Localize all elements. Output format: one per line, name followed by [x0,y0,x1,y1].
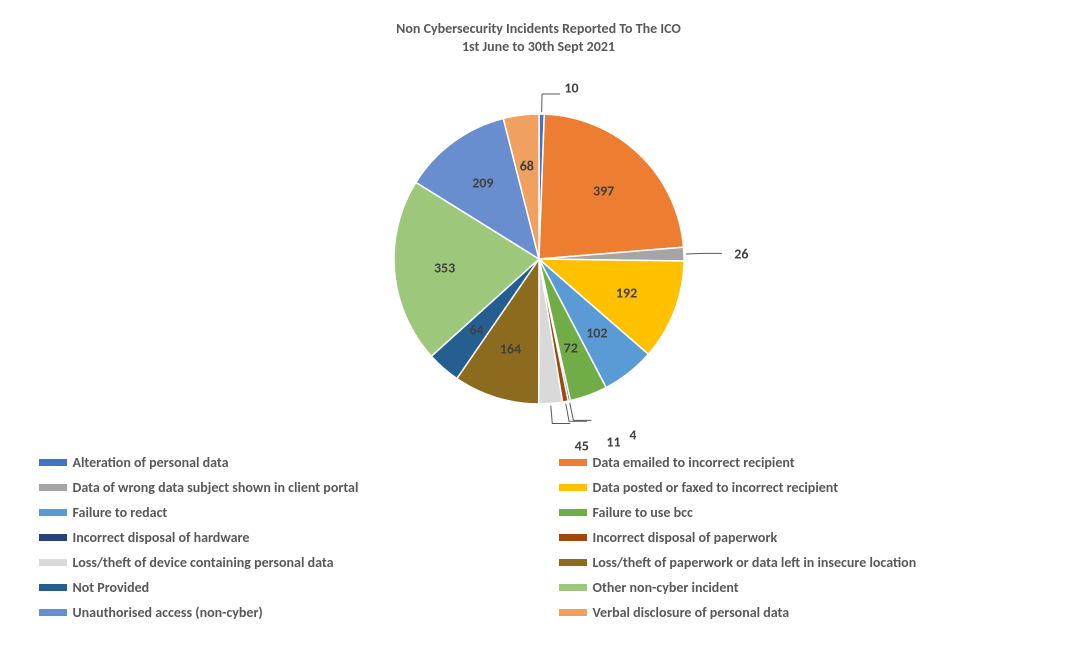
data-label: 397 [593,183,614,200]
legend-swatch [39,459,67,466]
legend-label: Loss/theft of device containing personal… [73,554,334,571]
pie-svg [239,64,839,444]
title-line1: Non Cybersecurity Incidents Reported To … [396,20,681,37]
data-label: 45 [575,437,589,454]
data-label: 192 [616,285,637,302]
legend-item: Loss/theft of paperwork or data left in … [559,554,1039,571]
data-label: 26 [734,245,748,262]
legend-item: Verbal disclosure of personal data [559,604,1039,621]
legend-swatch [559,509,587,516]
legend-item: Other non-cyber incident [559,579,1039,596]
legend-swatch [39,584,67,591]
legend-label: Data emailed to incorrect recipient [593,454,795,471]
legend-label: Loss/theft of paperwork or data left in … [593,554,917,571]
legend-label: Data posted or faxed to incorrect recipi… [593,479,839,496]
data-label: 164 [500,341,521,358]
chart-container: Non Cybersecurity Incidents Reported To … [20,20,1057,621]
legend-item: Data emailed to incorrect recipient [559,454,1039,471]
legend-swatch [559,609,587,616]
legend-label: Incorrect disposal of paperwork [593,529,778,546]
legend-swatch [39,509,67,516]
data-label: 102 [586,325,607,342]
data-label: 72 [564,339,578,356]
legend-swatch [39,559,67,566]
leader-line [569,403,591,421]
legend-item: Incorrect disposal of hardware [39,529,519,546]
legend-item: Loss/theft of device containing personal… [39,554,519,571]
legend-swatch [39,484,67,491]
legend-label: Failure to redact [73,504,168,521]
leader-line [685,254,721,255]
data-label: 10 [564,80,578,97]
legend-swatch [559,534,587,541]
data-label: 11 [606,433,620,450]
legend-item: Data of wrong data subject shown in clie… [39,479,519,496]
legend-item: Failure to redact [39,504,519,521]
legend-label: Verbal disclosure of personal data [593,604,790,621]
legend-item: Failure to use bcc [559,504,1039,521]
data-label: 68 [520,157,534,174]
data-label: 209 [472,175,493,192]
chart-title: Non Cybersecurity Incidents Reported To … [396,20,681,56]
data-label: 4 [629,426,636,443]
legend: Alteration of personal data Data emailed … [39,454,1039,621]
legend-label: Data of wrong data subject shown in clie… [73,479,359,496]
legend-swatch [559,484,587,491]
legend-item: Unauthorised access (non-cyber) [39,604,519,621]
legend-swatch [39,609,67,616]
legend-swatch [39,534,67,541]
legend-label: Incorrect disposal of hardware [73,529,250,546]
legend-label: Unauthorised access (non-cyber) [73,604,263,621]
leader-line [565,404,586,422]
data-label: 353 [434,259,455,276]
legend-label: Not Provided [73,579,150,596]
legend-item: Data posted or faxed to incorrect recipi… [559,479,1039,496]
legend-item: Not Provided [39,579,519,596]
leader-line [541,94,559,112]
legend-swatch [559,459,587,466]
legend-label: Other non-cyber incident [593,579,739,596]
legend-item: Alteration of personal data [39,454,519,471]
data-label: 64 [469,322,483,339]
legend-label: Alteration of personal data [73,454,229,471]
legend-item: Incorrect disposal of paperwork [559,529,1039,546]
pie-chart: 103972619210272411451646435320968 [239,64,839,444]
title-line2: 1st June to 30th Sept 2021 [462,38,615,55]
legend-swatch [559,584,587,591]
legend-swatch [559,559,587,566]
legend-label: Failure to use bcc [593,504,693,521]
